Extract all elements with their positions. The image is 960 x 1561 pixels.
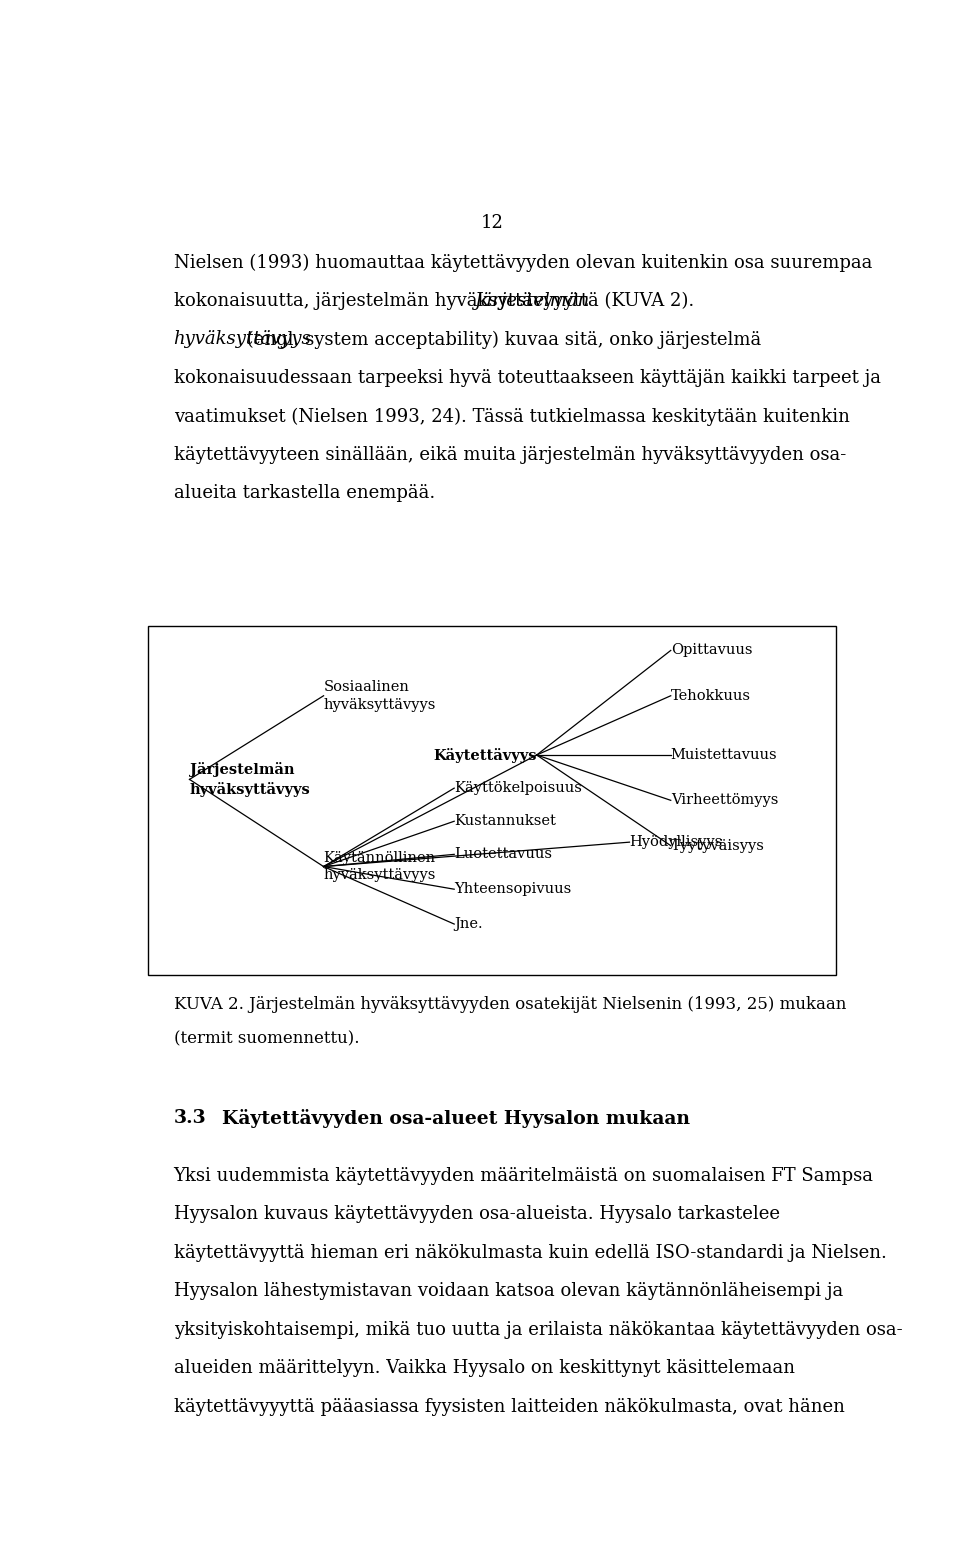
Text: vaatimukset (Nielsen 1993, 24). Tässä tutkielmassa keskitytään kuitenkin: vaatimukset (Nielsen 1993, 24). Tässä tu…: [174, 407, 850, 426]
Text: kokonaisuutta, järjestelmän hyväksyttävyyyttä (KUVA 2).: kokonaisuutta, järjestelmän hyväksyttävy…: [174, 292, 700, 311]
Text: Yksi uudemmista käytettävyyden määritelmäistä on suomalaisen FT Sampsa: Yksi uudemmista käytettävyyden määritelm…: [174, 1168, 874, 1185]
Text: käytettävyyttä hieman eri näkökulmasta kuin edellä ISO-standardi ja Nielsen.: käytettävyyttä hieman eri näkökulmasta k…: [174, 1244, 886, 1261]
Text: alueita tarkastella enempää.: alueita tarkastella enempää.: [174, 484, 435, 503]
Text: Hyödyllisyys: Hyödyllisyys: [630, 835, 723, 849]
Text: 3.3: 3.3: [174, 1110, 206, 1127]
Text: Jne.: Jne.: [454, 916, 483, 930]
Text: käytettävyyteen sinällään, eikä muita järjestelmän hyväksyttävyyden osa-: käytettävyyteen sinällään, eikä muita jä…: [174, 446, 846, 464]
Bar: [148, 626, 836, 974]
Text: Nielsen (1993) huomauttaa käytettävyyden olevan kuitenkin osa suurempaa: Nielsen (1993) huomauttaa käytettävyyden…: [174, 253, 872, 272]
Text: Järjestelmän: Järjestelmän: [473, 292, 588, 311]
Text: Käytettävyyden osa-alueet Hyysalon mukaan: Käytettävyyden osa-alueet Hyysalon mukaa…: [222, 1110, 690, 1129]
Text: käytettävyyyttä pääasiassa fyysisten laitteiden näkökulmasta, ovat hänen: käytettävyyyttä pääasiassa fyysisten lai…: [174, 1397, 845, 1416]
Text: yksityiskohtaisempi, mikä tuo uutta ja erilaista näkökantaa käytettävyyden osa-: yksityiskohtaisempi, mikä tuo uutta ja e…: [174, 1321, 902, 1339]
Text: Hyysalon kuvaus käytettävyyden osa-alueista. Hyysalo tarkastelee: Hyysalon kuvaus käytettävyyden osa-aluei…: [174, 1205, 780, 1224]
Text: Järjestelmän
hyväksyttävyys: Järjestelmän hyväksyttävyys: [189, 762, 310, 796]
Text: (engl. system acceptability) kuvaa sitä, onko järjestelmä: (engl. system acceptability) kuvaa sitä,…: [241, 331, 761, 348]
Text: Sosiaalinen
hyväksyttävyys: Sosiaalinen hyväksyttävyys: [324, 681, 436, 712]
Text: KUVA 2. Järjestelmän hyväksyttävyyden osatekijät Nielsenin (1993, 25) mukaan: KUVA 2. Järjestelmän hyväksyttävyyden os…: [174, 996, 846, 1013]
Text: Hyysalon lähestymistavan voidaan katsoa olevan käytännönläheisempi ja: Hyysalon lähestymistavan voidaan katsoa …: [174, 1282, 843, 1300]
Text: kokonaisuudessaan tarpeeksi hyvä toteuttaakseen käyttäjän kaikki tarpeet ja: kokonaisuudessaan tarpeeksi hyvä toteutt…: [174, 368, 880, 387]
Text: alueiden määrittelyyn. Vaikka Hyysalo on keskittynyt käsittelemaan: alueiden määrittelyyn. Vaikka Hyysalo on…: [174, 1360, 795, 1377]
Text: Tehokkuus: Tehokkuus: [671, 688, 751, 702]
Text: Opittavuus: Opittavuus: [671, 643, 753, 657]
Text: Kustannukset: Kustannukset: [454, 815, 556, 829]
Text: Muistettavuus: Muistettavuus: [671, 748, 778, 762]
Text: 12: 12: [481, 214, 503, 231]
Text: Yhteensopivuus: Yhteensopivuus: [454, 882, 571, 896]
Text: Käyttökelpoisuus: Käyttökelpoisuus: [454, 780, 582, 795]
Text: Virheettömyys: Virheettömyys: [671, 793, 779, 807]
Text: Käytännöllinen
hyväksyttävyys: Käytännöllinen hyväksyttävyys: [324, 851, 436, 882]
Text: (termit suomennettu).: (termit suomennettu).: [174, 1030, 359, 1047]
Text: Luotettavuus: Luotettavuus: [454, 848, 552, 862]
Text: hyväksyttävyys: hyväksyttävyys: [174, 331, 311, 348]
Text: Käytettävyys: Käytettävyys: [433, 748, 537, 762]
Text: Tyytyväisyys: Tyytyväisyys: [671, 838, 764, 852]
